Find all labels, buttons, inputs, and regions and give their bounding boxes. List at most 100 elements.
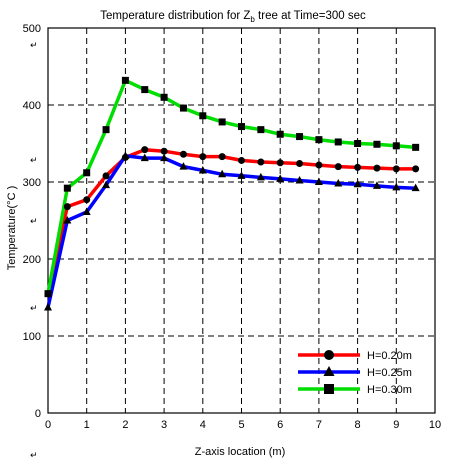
circle-marker	[199, 153, 207, 161]
y-tick-label: 200	[23, 254, 41, 266]
triangle-marker	[372, 181, 381, 189]
triangle-marker	[160, 153, 169, 162]
x-tick-label: 9	[393, 419, 399, 431]
return-glyph: ↵	[30, 155, 38, 165]
legend: H=0.20m H=0.25m H=0.30m	[298, 350, 412, 396]
series-line	[46, 154, 416, 308]
triangle-marker	[198, 165, 207, 174]
circle-marker	[102, 172, 110, 180]
return-glyph: ↵	[30, 450, 38, 460]
series-layer	[44, 76, 420, 311]
square-marker	[238, 123, 245, 131]
x-tick-label: 7	[316, 419, 322, 431]
triangle-marker	[237, 171, 246, 179]
triangle-marker	[392, 182, 401, 191]
legend-triangle-marker	[323, 366, 335, 376]
x-tick-label: 4	[200, 419, 206, 431]
x-tick-label: 2	[122, 419, 128, 431]
x-tick-label: 1	[84, 419, 90, 431]
y-tick-label: 500	[23, 23, 41, 35]
circle-marker	[160, 147, 168, 155]
square-marker	[392, 142, 400, 150]
plot-frame	[47, 27, 436, 414]
legend-circle-marker	[324, 350, 334, 360]
triangle-marker	[44, 303, 52, 311]
legend-square-marker	[324, 384, 334, 394]
circle-marker	[238, 156, 245, 164]
triangle-marker	[102, 180, 111, 189]
square-marker	[141, 86, 149, 94]
triangle-marker	[63, 216, 72, 224]
return-glyph: ↵	[30, 303, 38, 313]
triangle-marker	[353, 179, 362, 188]
legend-label: H=0.20m	[367, 350, 412, 362]
square-marker	[160, 93, 168, 101]
chart-title-main: Temperature distribution for Z	[100, 10, 250, 22]
x-tick-label: 5	[238, 419, 244, 431]
circle-marker	[315, 161, 323, 169]
triangle-marker	[140, 153, 149, 162]
triangle-marker	[179, 162, 188, 170]
return-glyph: ↵	[30, 216, 38, 226]
stray-glyphs: ↵ ↵ ↵ ↵ ↵	[30, 40, 38, 460]
square-marker	[199, 112, 207, 120]
legend-label: H=0.25m	[367, 367, 412, 379]
square-marker	[44, 290, 52, 298]
square-marker	[257, 126, 265, 134]
circle-marker	[412, 165, 420, 173]
y-tick-label: 100	[23, 331, 41, 343]
circle-marker	[334, 163, 342, 171]
y-tick-label: 0	[35, 408, 41, 420]
triangle-marker	[276, 174, 285, 182]
triangle-marker	[256, 172, 265, 181]
square-marker	[334, 138, 342, 146]
square-marker	[276, 130, 284, 138]
legend-label: H=0.30m	[367, 384, 412, 396]
triangle-marker	[314, 177, 323, 185]
triangle-marker	[218, 169, 227, 178]
circle-marker	[63, 203, 71, 211]
square-marker	[315, 136, 323, 144]
x-tick-label: 6	[277, 419, 283, 431]
chart-title-subscript: b	[250, 15, 255, 24]
triangle-marker	[82, 207, 91, 216]
circle-marker	[141, 146, 149, 154]
x-axis-label: Z-axis location (m)	[195, 446, 285, 458]
circle-marker	[354, 163, 362, 171]
circle-marker	[296, 160, 304, 168]
circle-marker	[83, 196, 91, 204]
grid	[48, 28, 435, 413]
circle-marker	[218, 153, 226, 161]
triangle-marker	[411, 183, 420, 192]
x-tick-label: 0	[45, 419, 51, 431]
square-marker	[373, 140, 381, 148]
triangle-marker	[121, 151, 130, 159]
square-marker	[63, 184, 71, 192]
x-tick-label: 8	[355, 419, 361, 431]
circle-marker	[373, 164, 381, 172]
return-glyph: ↵	[30, 40, 38, 50]
y-tick-label: 300	[23, 177, 41, 189]
triangle-marker	[334, 179, 343, 187]
y-axis-label: Temperature(°C )	[6, 186, 18, 270]
square-marker	[412, 143, 420, 151]
chart-title-suffix: tree at Time=300 sec	[255, 10, 366, 22]
x-tick-label: 3	[161, 419, 167, 431]
square-marker	[218, 118, 226, 126]
square-marker	[296, 133, 304, 141]
y-tick-label: 400	[23, 100, 41, 112]
series-line	[46, 147, 416, 294]
square-marker	[179, 104, 187, 112]
square-marker	[102, 126, 110, 134]
chart-title: Temperature distribution for Zb tree at …	[100, 10, 366, 24]
triangle-marker	[295, 175, 304, 184]
circle-marker	[257, 158, 265, 166]
circle-marker	[392, 165, 400, 173]
circle-marker	[179, 150, 187, 158]
square-marker	[354, 140, 362, 147]
circle-marker	[276, 159, 284, 167]
square-marker	[121, 76, 129, 84]
square-marker	[83, 169, 91, 177]
